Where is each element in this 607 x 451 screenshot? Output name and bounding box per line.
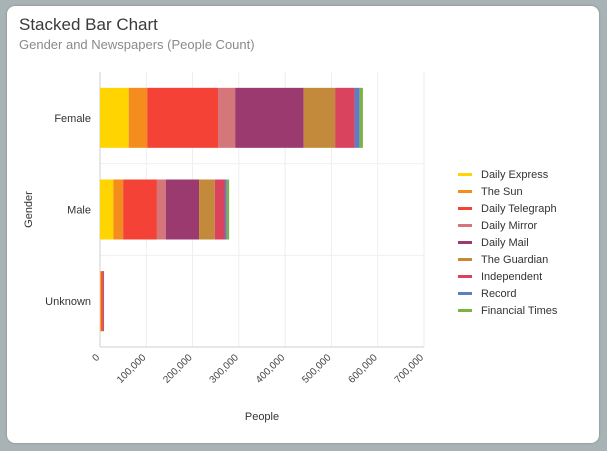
legend-swatch — [458, 309, 472, 312]
bar-male-independent — [214, 179, 225, 240]
legend-label: Record — [481, 287, 517, 300]
bar-female-record — [354, 87, 360, 148]
chart-subtitle: Gender and Newspapers (People Count) — [19, 37, 255, 52]
legend-item[interactable]: Financial Times — [458, 302, 557, 319]
legend-item[interactable]: Daily Mirror — [458, 217, 557, 234]
legend-swatch — [458, 224, 472, 227]
legend-item[interactable]: Daily Express — [458, 166, 557, 183]
y-axis-title: Gender — [23, 191, 35, 228]
legend-swatch — [458, 275, 472, 278]
legend-item[interactable]: Record — [458, 285, 557, 302]
bar-female-daily-express — [100, 87, 129, 148]
bar-male-daily-mirror — [156, 179, 166, 240]
y-tick-label: Unknown — [45, 296, 91, 308]
legend-label: The Guardian — [481, 253, 549, 266]
bar-unknown-the-sun — [100, 271, 102, 332]
legend-label: Financial Times — [481, 304, 558, 317]
bar-female-the-sun — [128, 87, 148, 148]
legend-swatch — [458, 207, 472, 210]
x-tick-label: 500,000 — [300, 352, 334, 386]
legend-label: Independent — [481, 270, 543, 283]
x-tick-label: 300,000 — [208, 352, 242, 386]
chart-legend: Daily Express The Sun Daily Telegraph Daily… — [458, 166, 557, 319]
bar-male-daily-telegraph — [123, 179, 157, 240]
x-tick-label: 700,000 — [393, 352, 427, 386]
legend-swatch — [458, 292, 472, 295]
x-tick-label: 600,000 — [346, 352, 380, 386]
bar-female-financial-times — [359, 87, 363, 148]
bar-male-the-guardian — [199, 179, 215, 240]
y-tick-label: Female — [54, 113, 91, 125]
bar-female-daily-telegraph — [147, 87, 219, 148]
bar-female-daily-mail — [235, 87, 304, 148]
bar-unknown-daily-mail — [102, 271, 104, 332]
x-tick-label: 0 — [90, 352, 102, 364]
legend-item[interactable]: The Guardian — [458, 251, 557, 268]
bar-male-financial-times — [226, 179, 230, 240]
bar-male-daily-express — [100, 179, 114, 240]
bar-unknown-independent — [103, 271, 105, 332]
bar-male-daily-mail — [165, 179, 200, 240]
bar-male-the-sun — [113, 179, 124, 240]
chart-title: Stacked Bar Chart — [19, 15, 158, 34]
bar-unknown-daily-express — [100, 271, 101, 332]
bar-female-daily-mirror — [218, 87, 236, 148]
legend-item[interactable]: Daily Telegraph — [458, 200, 557, 217]
legend-item[interactable]: Independent — [458, 268, 557, 285]
legend-swatch — [458, 173, 472, 176]
legend-swatch — [458, 190, 472, 193]
legend-item[interactable]: The Sun — [458, 183, 557, 200]
x-tick-label: 200,000 — [161, 352, 195, 386]
y-tick-label: Male — [67, 205, 91, 217]
legend-label: Daily Mail — [481, 236, 529, 249]
bar-unknown-daily-telegraph — [101, 271, 103, 332]
bar-female-the-guardian — [303, 87, 336, 148]
x-tick-label: 100,000 — [115, 352, 149, 386]
legend-item[interactable]: Daily Mail — [458, 234, 557, 251]
bar-male-record — [224, 179, 227, 240]
legend-label: The Sun — [481, 185, 523, 198]
x-tick-label: 400,000 — [254, 352, 288, 386]
legend-swatch — [458, 241, 472, 244]
x-axis-title: People — [245, 411, 279, 423]
bar-female-independent — [335, 87, 355, 148]
legend-label: Daily Telegraph — [481, 202, 557, 215]
legend-label: Daily Express — [481, 168, 549, 181]
legend-label: Daily Mirror — [481, 219, 538, 232]
legend-swatch — [458, 258, 472, 261]
